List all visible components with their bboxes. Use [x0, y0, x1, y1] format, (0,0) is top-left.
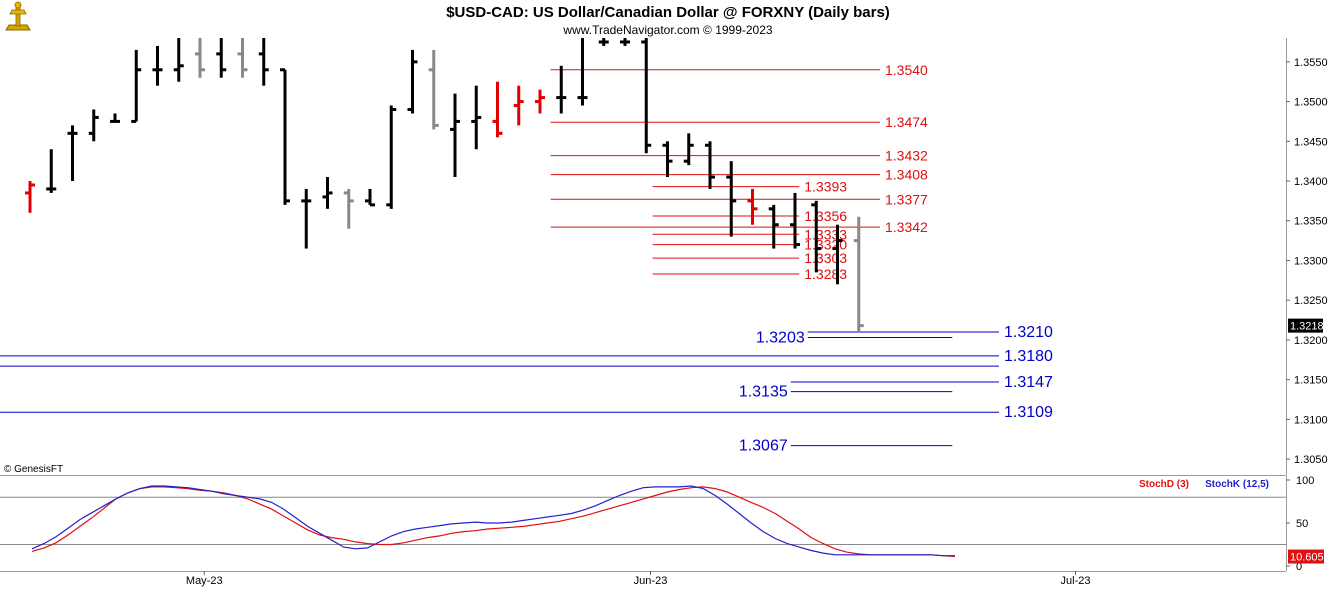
ohlc-bar	[535, 89, 545, 114]
ohlc-bar	[598, 38, 609, 46]
copyright-label: © GenesisFT	[4, 464, 63, 475]
ohlc-bar	[25, 181, 35, 213]
ohlc-bar	[237, 38, 248, 78]
ohlc-bar	[471, 85, 482, 150]
stoch-tick-label: 100	[1296, 475, 1314, 487]
ohlc-bar	[790, 192, 800, 249]
support-label: 1.3109	[1004, 404, 1053, 421]
resistance-label: 1.3540	[885, 62, 928, 78]
ohlc-bar	[131, 49, 142, 123]
support-label: 1.3210	[1004, 324, 1053, 341]
ohlc-bar	[152, 45, 163, 86]
ohlc-bar	[832, 224, 843, 285]
resistance-label: 1.3474	[885, 114, 928, 130]
ohlc-bar	[747, 188, 758, 225]
header: $USD-CAD: US Dollar/Canadian Dollar @ FO…	[5, 1, 890, 37]
price-tick-label: 1.3500	[1294, 97, 1328, 109]
ohlc-bar	[683, 133, 694, 166]
ohlc-bar	[322, 177, 333, 209]
ohlc-bar	[386, 105, 397, 209]
ohlc-bar	[46, 149, 57, 193]
ohlc-bar	[492, 81, 503, 138]
stoch-series-line	[31, 486, 956, 558]
stochastic-panel: 100 50 0 StochD (3) StochK (12,5) 10.605	[0, 475, 1324, 573]
last-stoch-tag	[1288, 549, 1324, 564]
ohlc-bar	[343, 188, 354, 229]
resistance-label: 1.3432	[885, 148, 928, 164]
price-tick-label: 1.3150	[1294, 375, 1328, 387]
price-tick-label: 1.3450	[1294, 136, 1328, 148]
ohlc-bar	[280, 68, 290, 205]
ohlc-bar	[641, 38, 652, 154]
ohlc-bar	[173, 38, 184, 82]
ohlc-bar	[407, 49, 418, 114]
price-tick-label: 1.3300	[1294, 255, 1328, 267]
ohlc-bar	[556, 65, 567, 114]
support-label: 1.3135	[739, 384, 788, 401]
resistance-label: 1.3303	[804, 250, 847, 266]
price-tick-label: 1.3350	[1294, 216, 1328, 228]
resistance-label: 1.3377	[885, 191, 928, 207]
ohlc-bar	[577, 38, 588, 106]
stoch-series-line	[31, 485, 955, 557]
x-tick-label: May-23	[186, 575, 223, 587]
ohlc-bar	[301, 188, 312, 249]
resistance-label: 1.3283	[804, 266, 847, 282]
chart-title: $USD-CAD: US Dollar/Canadian Dollar @ FO…	[446, 4, 890, 21]
support-label: 1.3067	[739, 438, 788, 455]
ohlc-bar	[88, 109, 99, 142]
last-price-label: 1.3218	[1290, 321, 1324, 333]
ohlc-bar	[110, 113, 120, 123]
support-label: 1.3203	[756, 330, 805, 347]
x-tick-label: Jul-23	[1061, 575, 1091, 587]
price-tick-label: 1.3400	[1294, 176, 1328, 188]
ohlc-bar	[853, 216, 864, 332]
resistance-label: 1.3356	[804, 208, 847, 224]
x-axis: May-23 Jun-23 Jul-23	[186, 571, 1091, 587]
ohlc-bar	[662, 141, 673, 178]
price-axis: 1.3550 1.3500 1.3450 1.3400 1.3350 1.3300 1.32…	[1286, 57, 1328, 466]
price-tick-label: 1.3050	[1294, 454, 1328, 466]
stoch-k-legend: StochK (12,5)	[1205, 479, 1269, 490]
price-tick-label: 1.3100	[1294, 414, 1328, 426]
ohlc-bar	[258, 38, 269, 86]
trade-navigator-logo-icon	[5, 1, 31, 31]
support-label: 1.3180	[1004, 348, 1053, 365]
support-label: 1.3147	[1004, 374, 1053, 391]
chart-subtitle: www.TradeNavigator.com © 1999-2023	[562, 23, 772, 37]
price-tick-label: 1.3550	[1294, 57, 1328, 69]
x-tick-label: Jun-23	[634, 575, 668, 587]
resistance-label: 1.3408	[885, 167, 928, 183]
last-stoch-label: 10.605	[1290, 552, 1324, 564]
stoch-tick-label: 50	[1296, 518, 1308, 530]
ohlc-bar	[620, 38, 630, 46]
level-lines: 1.3540 1.3474 1.3432 1.3408 1.3393 1.3377 1.33…	[0, 62, 1053, 455]
ohlc-bar	[428, 49, 439, 130]
resistance-label: 1.3393	[804, 179, 847, 195]
panel-frames	[0, 38, 1287, 572]
ohlc-bar	[195, 38, 205, 78]
ohlc-bar	[768, 204, 779, 249]
stoch-d-legend: StochD (3)	[1139, 479, 1189, 490]
ohlc-bar	[513, 85, 524, 126]
ohlc-bar	[216, 38, 227, 78]
ohlc-bar	[705, 141, 715, 189]
price-bars	[25, 38, 864, 332]
price-tick-label: 1.3250	[1294, 295, 1328, 307]
resistance-label: 1.3342	[885, 219, 928, 235]
ohlc-bar	[67, 125, 78, 182]
last-price-tag	[1288, 318, 1323, 333]
ohlc-bar	[365, 188, 375, 207]
ohlc-bar	[450, 93, 460, 178]
ohlc-bar	[726, 161, 737, 237]
stoch-tick-label: 0	[1296, 561, 1302, 573]
price-tick-label: 1.3200	[1294, 335, 1328, 347]
ohlc-bar	[811, 200, 822, 273]
